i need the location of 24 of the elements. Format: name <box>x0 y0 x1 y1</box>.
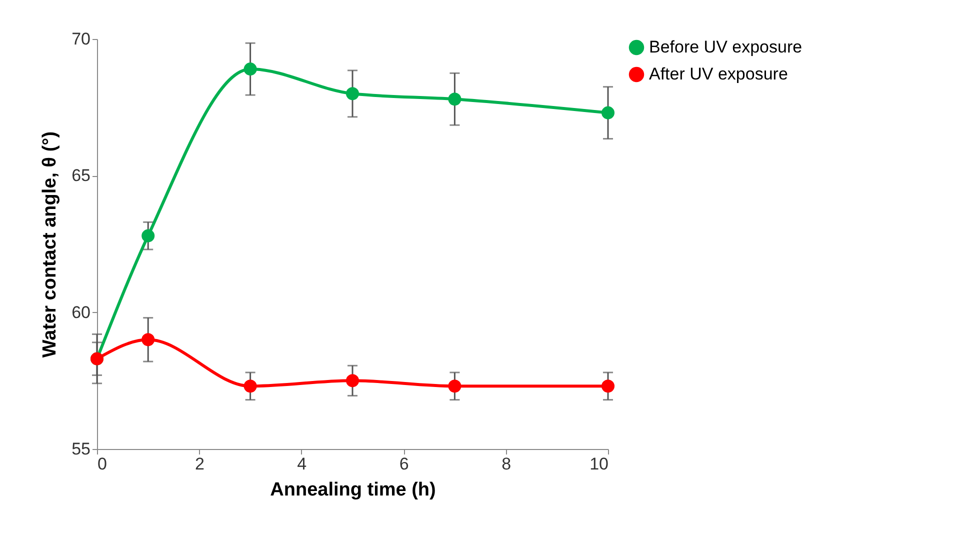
y-tick-label: 65 <box>72 166 90 186</box>
point <box>142 333 155 346</box>
point <box>601 380 615 393</box>
point <box>244 62 257 76</box>
y-tick-label: 60 <box>72 302 90 322</box>
point <box>346 87 360 100</box>
x-tick-label: 8 <box>502 454 512 474</box>
y-tick-label: 70 <box>72 30 90 48</box>
point <box>142 229 155 242</box>
x-tick-label: 0 <box>98 454 107 474</box>
x-tick-label: 2 <box>194 454 204 474</box>
legend-label: Before UV exposure <box>649 38 802 56</box>
x-axis-title: Annealing time (h) <box>270 480 436 500</box>
point <box>346 374 360 388</box>
y-tick-label: 55 <box>72 440 90 458</box>
point <box>244 380 257 393</box>
x-tick-label: 10 <box>590 454 608 474</box>
point <box>448 380 462 393</box>
y-axis-title: Water contact angle, θ (°) <box>40 131 61 358</box>
point <box>601 106 615 120</box>
x-tick-label: 4 <box>297 454 307 474</box>
point <box>448 92 462 106</box>
x-tick-label: 6 <box>399 454 409 474</box>
legend-label: After UV exposure <box>649 64 788 84</box>
